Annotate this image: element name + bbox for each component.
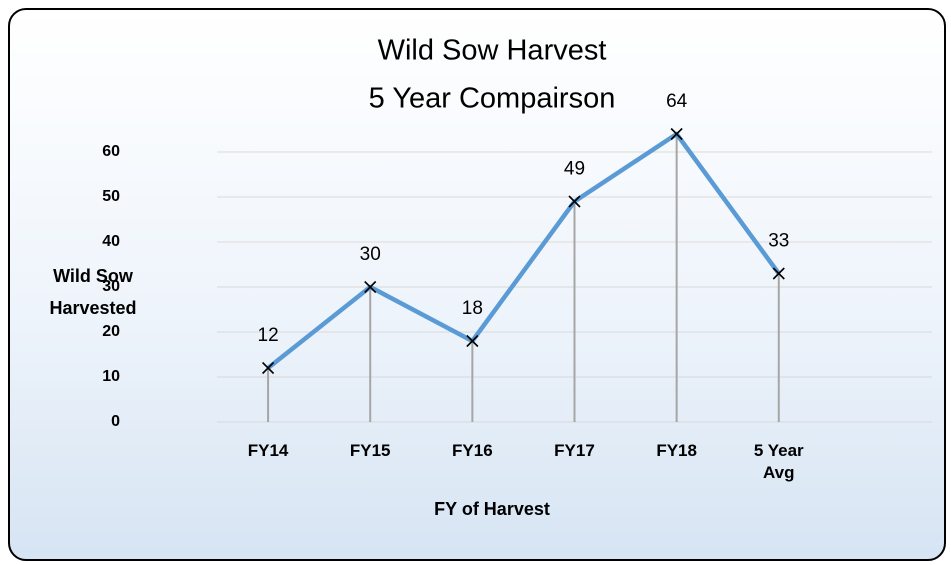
y-tick-label: 10 bbox=[102, 368, 120, 385]
marker bbox=[262, 361, 275, 375]
data-label: 12 bbox=[258, 325, 279, 346]
marker bbox=[568, 195, 581, 208]
x-tick-label: FY18 bbox=[656, 441, 697, 460]
y-tick-label: 40 bbox=[102, 233, 120, 250]
y-tick-label: 30 bbox=[102, 278, 120, 295]
y-axis-title: Wild Sow Harvested bbox=[49, 266, 137, 318]
data-label: 30 bbox=[360, 244, 381, 265]
x-tick-label: 5 Year Avg bbox=[753, 441, 804, 482]
data-label: 33 bbox=[768, 231, 789, 252]
series-line bbox=[266, 131, 781, 370]
x-tick-label: FY15 bbox=[349, 441, 391, 460]
chart-title: Wild Sow Harvest bbox=[378, 35, 607, 67]
x-tick-label: FY14 bbox=[247, 441, 289, 460]
y-tick-label: 50 bbox=[102, 188, 120, 205]
data-label: 18 bbox=[462, 298, 483, 319]
y-tick-label: 20 bbox=[102, 323, 120, 340]
marker bbox=[670, 127, 683, 141]
chart-frame: Wild Sow Harvest 5 Year Compairson FY of… bbox=[8, 8, 946, 561]
chart-subtitle: 5 Year Compairson bbox=[369, 83, 616, 115]
marker bbox=[466, 334, 479, 348]
x-tick-label: FY17 bbox=[554, 441, 595, 460]
marker bbox=[772, 267, 785, 280]
marker bbox=[364, 280, 377, 294]
x-tick-label: FY16 bbox=[452, 441, 493, 460]
data-label: 49 bbox=[564, 159, 585, 180]
y-tick-label: 60 bbox=[102, 143, 120, 160]
chart: Wild Sow Harvest 5 Year Compairson FY of… bbox=[102, 35, 932, 519]
x-axis-title: FY of Harvest bbox=[434, 499, 550, 519]
y-tick-label: 0 bbox=[111, 413, 120, 430]
data-label: 64 bbox=[666, 91, 688, 112]
